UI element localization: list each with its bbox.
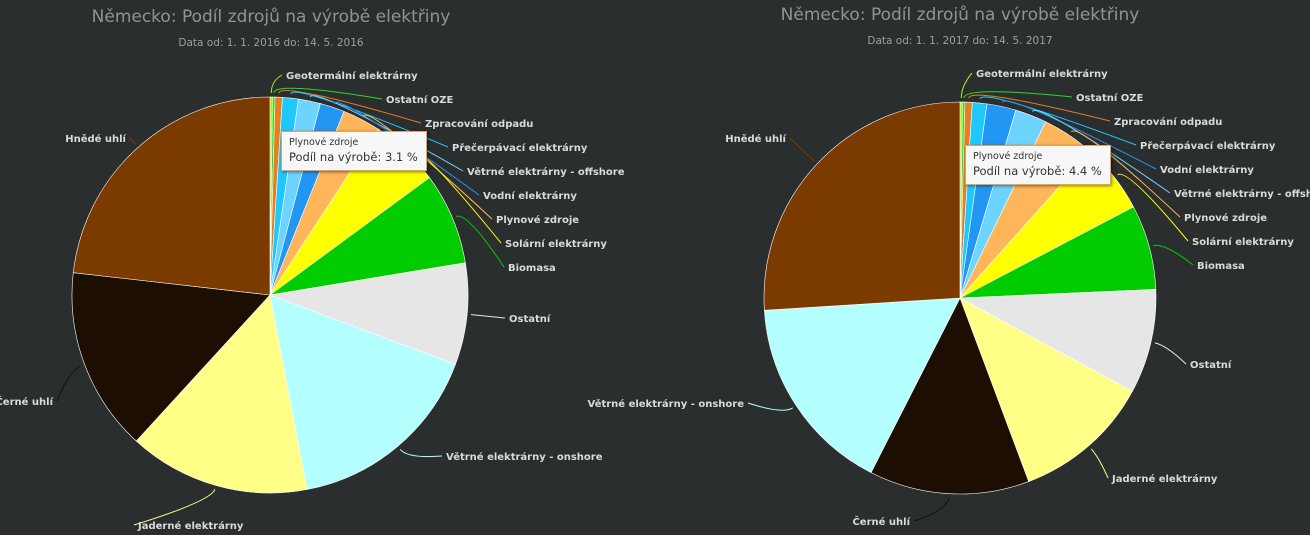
label-connector bbox=[470, 314, 506, 319]
label-connector bbox=[963, 91, 1073, 99]
label-connector bbox=[133, 489, 216, 526]
chart-title: Německo: Podíl zdrojů na výrobě elektřin… bbox=[781, 5, 1140, 25]
slice-label: Zpracování odpadu bbox=[425, 118, 533, 130]
slice-label: Ostatní bbox=[509, 313, 551, 325]
label-connector bbox=[270, 74, 283, 94]
slice-label: Plynové zdroje bbox=[496, 214, 579, 226]
slice-label: Větrné elektrárny - onshore bbox=[588, 398, 745, 410]
tooltip-series-name: Plynové zdroje bbox=[289, 137, 359, 148]
tooltip-value: 4.4 % bbox=[1068, 164, 1102, 178]
slice-label: Solární elektrárny bbox=[505, 238, 607, 250]
tooltip-value: 3.1 % bbox=[384, 150, 418, 164]
pie-slice[interactable] bbox=[135, 294, 308, 494]
slice-label: Vodní elektrárny bbox=[1160, 164, 1254, 176]
slice-label: Ostatní OZE bbox=[1076, 92, 1144, 104]
pie-slice[interactable] bbox=[72, 96, 271, 296]
slice-label: Větrné elektrárny - onshore bbox=[446, 451, 603, 463]
label-connector bbox=[56, 365, 82, 402]
slice-label: Biomasa bbox=[508, 263, 556, 274]
pie-slice[interactable] bbox=[764, 297, 961, 474]
tooltip-label: Podíl na výrobě: bbox=[973, 164, 1066, 178]
pie-slice[interactable] bbox=[870, 297, 1030, 495]
label-connector bbox=[128, 136, 136, 145]
slice-label: Geotermální elektrárny bbox=[286, 70, 418, 82]
slice-label: Černé uhlí bbox=[0, 395, 54, 408]
pie-slice[interactable] bbox=[959, 297, 1133, 482]
tooltip-series-name: Plynové zdroje bbox=[973, 151, 1043, 162]
pie-chart-0: Německo: Podíl zdrojů na výrobě elektřin… bbox=[0, 7, 625, 532]
slice-label: Ostatní bbox=[1190, 359, 1232, 371]
label-connector bbox=[747, 402, 794, 411]
label-connector bbox=[968, 94, 1111, 122]
label-connector bbox=[789, 137, 815, 162]
chart-subtitle: Data od: 1. 1. 2016 do: 14. 5. 2016 bbox=[178, 37, 364, 49]
slice-label: Ostatní OZE bbox=[386, 94, 454, 106]
label-connector bbox=[913, 497, 950, 522]
label-connector bbox=[455, 215, 505, 268]
slice-label: Jaderné elektrárny bbox=[1111, 473, 1218, 485]
slice-label: Geotermální elektrárny bbox=[976, 68, 1108, 80]
slice-label: Větrné elektrárny - offshore bbox=[1174, 188, 1310, 200]
label-connector bbox=[1032, 110, 1171, 194]
slice-label: Přečerpávací elektrárny bbox=[1140, 140, 1276, 152]
tooltip-2016: Plynové zdroje Podíl na výrobě: 3.1 % bbox=[281, 131, 427, 171]
pie-chart-1: Německo: Podíl zdrojů na výrobě elektřin… bbox=[588, 5, 1310, 528]
label-connector bbox=[273, 87, 383, 100]
chart-subtitle: Data od: 1. 1. 2017 do: 14. 5. 2017 bbox=[867, 35, 1052, 47]
pie-slice[interactable] bbox=[268, 262, 469, 365]
label-connector bbox=[333, 101, 480, 196]
slice-label: Hnědé uhlí bbox=[725, 133, 786, 145]
slice-label: Vodní elektrárny bbox=[483, 190, 577, 202]
label-connector bbox=[278, 90, 422, 124]
slice-label: Biomasa bbox=[1197, 261, 1245, 272]
slice-label: Jaderné elektrárny bbox=[137, 520, 244, 532]
pie-slice[interactable] bbox=[269, 294, 456, 490]
label-connector bbox=[1154, 342, 1187, 365]
tooltip-label: Podíl na výrobě: bbox=[289, 150, 382, 164]
label-connector bbox=[960, 72, 973, 99]
label-connector bbox=[1090, 448, 1109, 479]
slice-label: Větrné elektrárny - offshore bbox=[467, 166, 625, 178]
slice-label: Zpracování odpadu bbox=[1114, 116, 1222, 128]
slice-label: Plynové zdroje bbox=[1184, 212, 1267, 224]
slice-label: Černé uhlí bbox=[852, 515, 910, 528]
slice-label: Přečerpávací elektrárny bbox=[452, 142, 588, 154]
label-connector bbox=[309, 95, 464, 172]
chart-title: Německo: Podíl zdrojů na výrobě elektřin… bbox=[92, 7, 451, 27]
tooltip-2017: Plynové zdroje Podíl na výrobě: 4.4 % bbox=[965, 145, 1111, 185]
pie-slice[interactable] bbox=[958, 289, 1157, 392]
slice-label: Hnědé uhlí bbox=[65, 133, 126, 145]
slice-label: Solární elektrárny bbox=[1192, 236, 1294, 248]
pie-slice[interactable] bbox=[71, 272, 271, 442]
label-connector bbox=[1001, 100, 1157, 170]
label-connector bbox=[1152, 244, 1194, 266]
pie-slice[interactable] bbox=[763, 101, 961, 311]
label-connector bbox=[1117, 173, 1189, 242]
label-connector bbox=[399, 449, 443, 458]
